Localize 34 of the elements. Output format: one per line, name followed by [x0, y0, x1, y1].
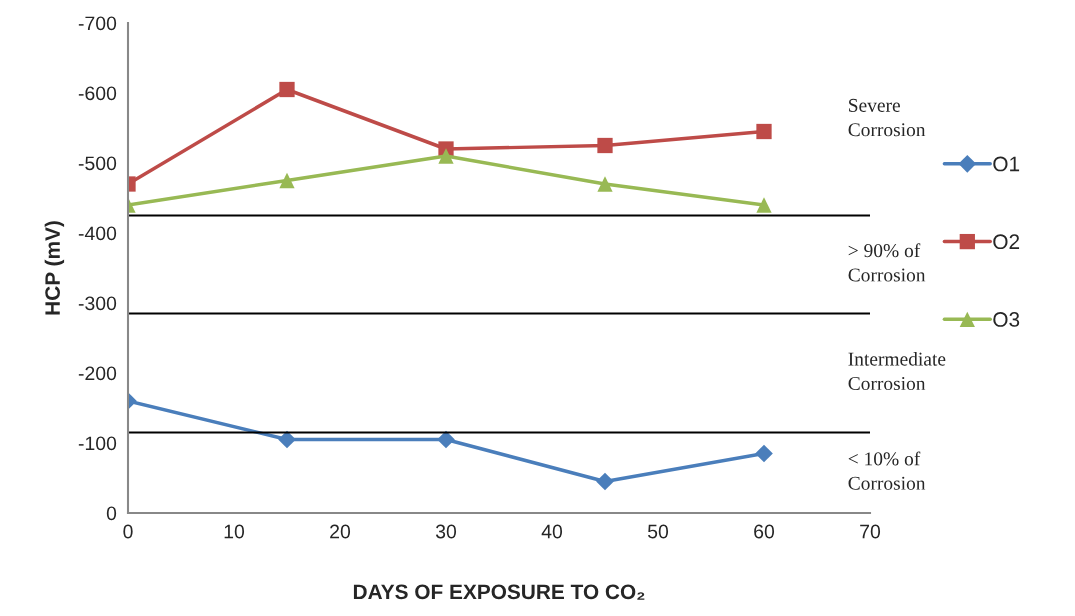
x-tick-label: 30 [435, 524, 457, 539]
point [279, 172, 295, 189]
point [756, 197, 772, 213]
point [596, 472, 614, 491]
y-tick-label: -500 [78, 156, 117, 171]
x-tick-label: 10 [224, 524, 245, 539]
y-tick-label: -100 [78, 436, 117, 451]
legend-label: O1 [993, 156, 1020, 172]
y-axis-title: HCP (mV) [44, 221, 65, 315]
x-axis-title: DAYS OF EXPOSURE TO CO₂ [353, 584, 645, 600]
point [597, 137, 613, 154]
legend-label: O2 [993, 234, 1020, 250]
point [279, 81, 295, 98]
annotation: Severe Corrosion [848, 98, 926, 137]
annotation: Intermediate Corrosion [848, 351, 946, 391]
y-tick-label: -400 [78, 226, 117, 241]
point [756, 123, 772, 140]
x-tick-label: 20 [330, 524, 351, 539]
y-tick-label: -300 [78, 296, 117, 311]
x-tick-label: 70 [860, 524, 881, 539]
x-tick-label: 50 [647, 524, 669, 539]
annotation: > 90% of Corrosion [848, 243, 926, 282]
y-tick-label: -600 [78, 86, 117, 101]
x-tick-label: 0 [123, 524, 133, 539]
x-tick-label: 40 [541, 524, 563, 539]
point [438, 148, 454, 164]
y-tick-label: -200 [78, 366, 117, 381]
legend-label: O3 [993, 312, 1020, 327]
annotation: < 10% of Corrosion [848, 451, 926, 490]
y-tick-label: 0 [106, 506, 117, 521]
x-tick-label: 60 [754, 524, 775, 539]
point [755, 444, 773, 463]
y-tick-label: -700 [78, 16, 117, 31]
point [597, 176, 613, 192]
